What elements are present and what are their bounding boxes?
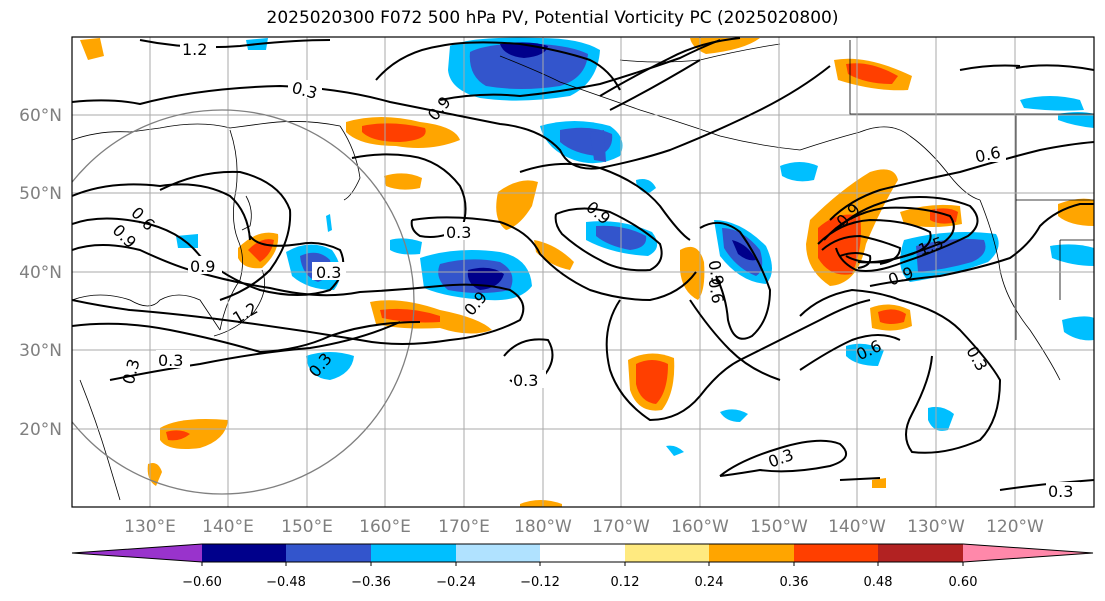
colorbar-tick-label: −0.60 xyxy=(182,575,222,590)
colorbar-swatch xyxy=(540,544,625,562)
pv-contours xyxy=(72,37,1094,491)
lat-tick-label: 60°N xyxy=(19,106,62,126)
lon-tick-label: 140°W xyxy=(828,517,886,537)
map-frame xyxy=(71,36,1095,508)
colorbar-swatch xyxy=(286,544,371,562)
lon-tick-label: 150°E xyxy=(281,517,333,537)
colorbar-tick-label: 0.48 xyxy=(864,575,893,590)
colorbar-tick-label: −0.24 xyxy=(436,575,476,590)
lat-tick-label: 30°N xyxy=(19,341,62,361)
contour-label: 0.9 xyxy=(704,259,727,287)
lon-tick-label: 140°E xyxy=(202,517,254,537)
colorbar-tick-label: 0.36 xyxy=(780,575,809,590)
gridlines xyxy=(72,37,1094,507)
lat-tick-label: 50°N xyxy=(19,184,62,204)
reference-circle xyxy=(72,109,415,495)
colorbar-tick-label: −0.12 xyxy=(520,575,560,590)
contour-label: 0.6 xyxy=(973,143,1002,167)
lon-tick-label: 170°W xyxy=(592,517,650,537)
colorbar-swatch xyxy=(794,544,878,562)
colorbar-tick-label: −0.48 xyxy=(266,575,306,590)
contour-label: 1.2 xyxy=(182,40,207,59)
lon-tick-label: 160°E xyxy=(359,517,411,537)
pv-anomaly-shading xyxy=(80,37,1094,507)
colorbar-ticks: −0.60 −0.48 −0.36 −0.24 −0.12 0.12 0.24 … xyxy=(182,575,977,590)
lon-tick-label: 170°E xyxy=(438,517,490,537)
contour-label: 0.3 xyxy=(513,371,538,390)
colorbar-tick-label: 0.12 xyxy=(611,575,640,590)
contour-label: 0.6 xyxy=(704,277,727,305)
colorbar-swatch xyxy=(625,544,709,562)
coastlines xyxy=(72,40,1094,501)
lon-ticks: 130°E 140°E 150°E 160°E 170°E 180°W 170°… xyxy=(124,517,1044,537)
contour-label: 0.3 xyxy=(316,263,341,282)
map-title: 2025020300 F072 500 hPa PV, Potential Vo… xyxy=(266,8,839,28)
contour-label: 0.9 xyxy=(190,257,215,276)
colorbar-tick-label: 0.60 xyxy=(949,575,978,590)
colorbar-swatch xyxy=(371,544,456,562)
lon-tick-label: 130°E xyxy=(124,517,176,537)
lon-tick-label: 180°W xyxy=(514,517,572,537)
colorbar-tick-label: 0.24 xyxy=(695,575,724,590)
colorbar-swatch xyxy=(72,544,202,562)
colorbar-tick-label: −0.36 xyxy=(351,575,391,590)
contour-label: 0.3 xyxy=(446,223,471,242)
lon-tick-label: 160°W xyxy=(671,517,729,537)
lon-tick-label: 130°W xyxy=(907,517,965,537)
colorbar-swatch xyxy=(202,544,286,562)
colorbar-swatch xyxy=(709,544,794,562)
colorbar-swatch xyxy=(963,544,1093,562)
lat-ticks: 60°N 50°N 40°N 30°N 20°N xyxy=(19,106,62,440)
lat-tick-label: 20°N xyxy=(19,420,62,440)
colorbar-swatch xyxy=(878,544,963,562)
lat-tick-label: 40°N xyxy=(19,263,62,283)
lon-tick-label: 150°W xyxy=(750,517,808,537)
contour-label: 0.3 xyxy=(1048,482,1073,501)
colorbar xyxy=(71,543,1094,566)
lon-tick-label: 120°W xyxy=(986,517,1044,537)
contour-label: 0.3 xyxy=(158,351,183,370)
colorbar-swatch xyxy=(456,544,540,562)
